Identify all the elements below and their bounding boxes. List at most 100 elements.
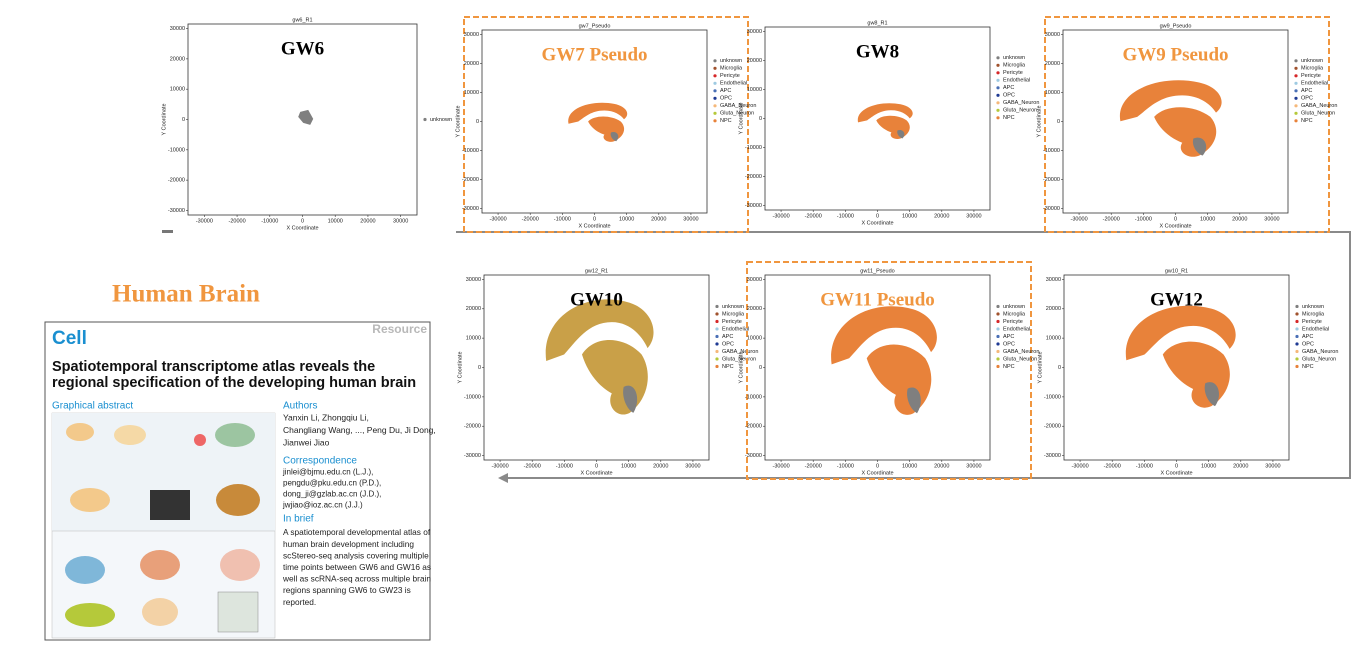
tissue [545,299,654,415]
y-axis-label: Y Coordinate [457,351,463,383]
y-axis-label: Y Coordinate [738,102,744,134]
x-tick-label: 20000 [1233,463,1248,469]
legend-swatch [1295,319,1299,324]
legend-label: Microglia [722,311,745,317]
legend-label: GABA_Neuron [1301,103,1337,109]
legend-label: NPC [722,364,734,370]
legend-swatch [996,63,1000,67]
y-tick-label: -20000 [1043,177,1060,183]
legend-label: Pericyte [1003,319,1023,325]
panel-label: GW8 [856,41,899,62]
x-tick-label: 10000 [621,463,636,469]
x-tick-label: 0 [1175,463,1178,469]
x-tick-label: 10000 [619,216,634,222]
legend-label: Microglia [1301,66,1324,72]
legend-label: Gluta_Neuron [720,111,754,117]
legend-swatch [996,78,1000,82]
legend-label: Endothelial [722,326,749,332]
y-tick-label: -30000 [1044,453,1061,459]
x-tick-label: 30000 [966,213,981,219]
y-tick-label: 30000 [1046,277,1061,283]
x-tick-label: 0 [595,463,598,469]
panel-label: GW9 Pseudo [1122,44,1228,65]
x-tick-label: 30000 [683,216,698,222]
panel-label: GW7 Pseudo [541,44,647,65]
y-tick-label: 20000 [466,306,481,312]
email: dong_ji@gzlab.ac.cn (J.D.), [283,490,381,499]
y-tick-label: 30000 [466,277,481,283]
x-tick-label: -20000 [1103,216,1120,222]
legend-swatch [713,81,717,85]
legend-swatch [1294,74,1298,78]
y-tick-label: 10000 [747,87,762,93]
x-tick-label: 20000 [934,213,949,219]
y-tick-label: -20000 [168,178,185,184]
legend-label: APC [720,88,731,94]
y-tick-label: 10000 [464,90,479,96]
x-axis-label: X Coordinate [861,220,893,226]
legend-swatch [1294,96,1298,100]
legend-swatch [713,111,717,115]
y-tick-label: 30000 [170,26,185,32]
x-tick-label: 0 [876,463,879,469]
legend-swatch [996,312,1000,316]
authors: Jianwei Jiao [283,437,330,447]
x-tick-label: 0 [1174,216,1177,222]
legend-label: GABA_Neuron [1302,349,1338,355]
x-tick-label: 0 [593,216,596,222]
panel-label: GW12 [1150,289,1203,310]
pseudo-box [746,261,1032,480]
legend-swatch [1295,312,1299,316]
legend-label: unknown [1003,55,1025,61]
legend-label: APC [1003,334,1014,340]
x-tick-label: -20000 [1104,463,1121,469]
panel-title: gw8_R1 [867,20,887,26]
tissue-body [581,339,648,415]
legend-label: APC [1003,85,1014,91]
legend-label: NPC [720,118,732,124]
x-tick-label: -30000 [490,216,507,222]
y-tick-label: 30000 [464,32,479,38]
email: jinlei@bjmu.edu.cn (L.J.), [282,468,373,477]
legend-swatch [423,117,427,122]
legend-swatch [996,342,1000,346]
x-axis-label: X Coordinate [286,225,318,231]
tissue-unknown [623,385,638,413]
tissue-arc [568,102,628,124]
x-tick-label: 0 [301,218,304,224]
y-tick-label: 20000 [170,56,185,62]
y-tick-label: -10000 [464,394,481,400]
legend-label: OPC [1003,341,1015,347]
x-tick-label: 10000 [902,213,917,219]
legend-swatch [715,364,719,369]
brief: reported. [283,597,316,607]
legend-swatch [713,74,717,78]
legend-label: Gluta_Neuron [1302,356,1336,362]
x-tick-label: 0 [876,213,879,219]
y-axis-label: Y Coordinate [161,103,167,135]
y-tick-label: 10000 [1046,336,1061,342]
y-tick-label: 20000 [747,306,762,312]
legend-swatch [1295,327,1299,331]
dash [162,230,173,233]
x-tick-label: -20000 [229,218,246,224]
legend-swatch [1295,334,1299,339]
legend-swatch [1294,81,1298,85]
tissue-body [588,116,625,142]
section-heading: Correspondence [283,456,357,467]
legend-label: OPC [1302,341,1314,347]
legend-label: unknown [1302,304,1324,310]
y-tick-label: 20000 [464,61,479,67]
legend-label: NPC [1302,364,1314,370]
legend-label: APC [722,334,733,340]
legend-label: Gluta_Neuron [1003,356,1037,362]
email: pengdu@pku.edu.cn (P.D.), [283,479,381,488]
y-tick-label: -20000 [464,424,481,430]
x-tick-label: -30000 [492,463,509,469]
paper-title: regional specification of the developing… [52,375,416,391]
y-tick-label: -20000 [462,177,479,183]
legend-label: Endothelial [1003,78,1030,84]
legend-label: Gluta_Neuron [1003,108,1037,114]
legend-label: unknown [722,304,744,310]
